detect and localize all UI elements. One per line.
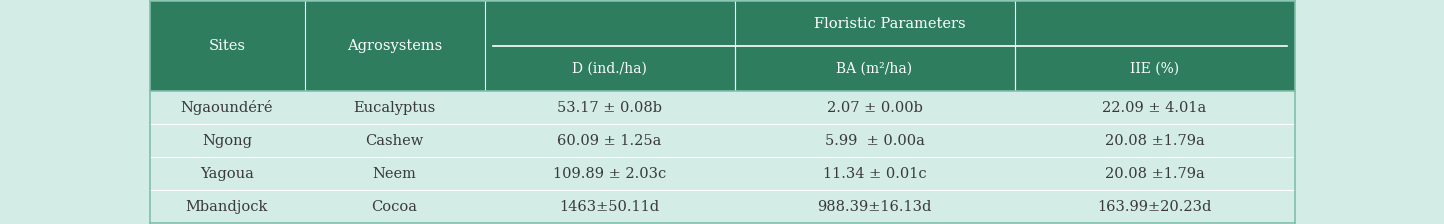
Text: Mbandjock: Mbandjock [186,200,269,213]
Bar [1015,190,1294,223]
Text: Agrosystems: Agrosystems [347,39,442,53]
Bar [735,157,1015,190]
Text: Cashew: Cashew [365,134,423,147]
Bar [1015,157,1294,190]
Bar [485,46,735,91]
Text: 988.39±16.13d: 988.39±16.13d [817,200,931,213]
Bar [485,124,735,157]
Text: Neem: Neem [373,166,416,181]
Bar [150,190,1294,223]
Text: BA (m²/ha): BA (m²/ha) [836,62,913,75]
Text: 5.99  ± 0.00a: 5.99 ± 0.00a [825,134,924,147]
Bar [305,157,485,190]
Text: 2.07 ± 0.00b: 2.07 ± 0.00b [826,101,923,114]
Bar [485,1,1294,46]
Bar [150,157,305,190]
Bar [735,91,1015,124]
Bar [305,124,485,157]
Bar [150,190,305,223]
Bar [150,124,305,157]
Text: 109.89 ± 2.03c: 109.89 ± 2.03c [553,166,666,181]
Text: D (ind./ha): D (ind./ha) [572,62,647,75]
Bar [1015,46,1294,91]
Text: Cocoa: Cocoa [371,200,417,213]
Bar [150,1,305,91]
Bar [1015,91,1294,124]
Text: IIE (%): IIE (%) [1131,62,1180,75]
Bar [150,157,1294,190]
Text: 60.09 ± 1.25a: 60.09 ± 1.25a [557,134,661,147]
Bar [735,124,1015,157]
Text: Floristic Parameters: Floristic Parameters [813,17,965,30]
Text: 11.34 ± 0.01c: 11.34 ± 0.01c [823,166,926,181]
Text: 20.08 ±1.79a: 20.08 ±1.79a [1105,166,1204,181]
Text: 20.08 ±1.79a: 20.08 ±1.79a [1105,134,1204,147]
Bar [150,91,1294,124]
Text: Sites: Sites [208,39,245,53]
Bar [485,91,735,124]
Text: Yagoua: Yagoua [201,166,254,181]
Bar [305,1,485,91]
Bar [485,157,735,190]
Text: 53.17 ± 0.08b: 53.17 ± 0.08b [557,101,661,114]
Text: Eucalyptus: Eucalyptus [354,101,436,114]
Text: 1463±50.11d: 1463±50.11d [559,200,660,213]
Bar [305,190,485,223]
Bar [305,91,485,124]
Bar [150,124,1294,157]
Bar [150,91,305,124]
Text: 163.99±20.23d: 163.99±20.23d [1097,200,1212,213]
Bar [735,190,1015,223]
Text: Ngong: Ngong [202,134,253,147]
Text: Ngaoundéré: Ngaoundéré [180,100,273,115]
Bar [735,46,1015,91]
Bar [1015,124,1294,157]
Text: 22.09 ± 4.01a: 22.09 ± 4.01a [1102,101,1207,114]
Bar [485,190,735,223]
